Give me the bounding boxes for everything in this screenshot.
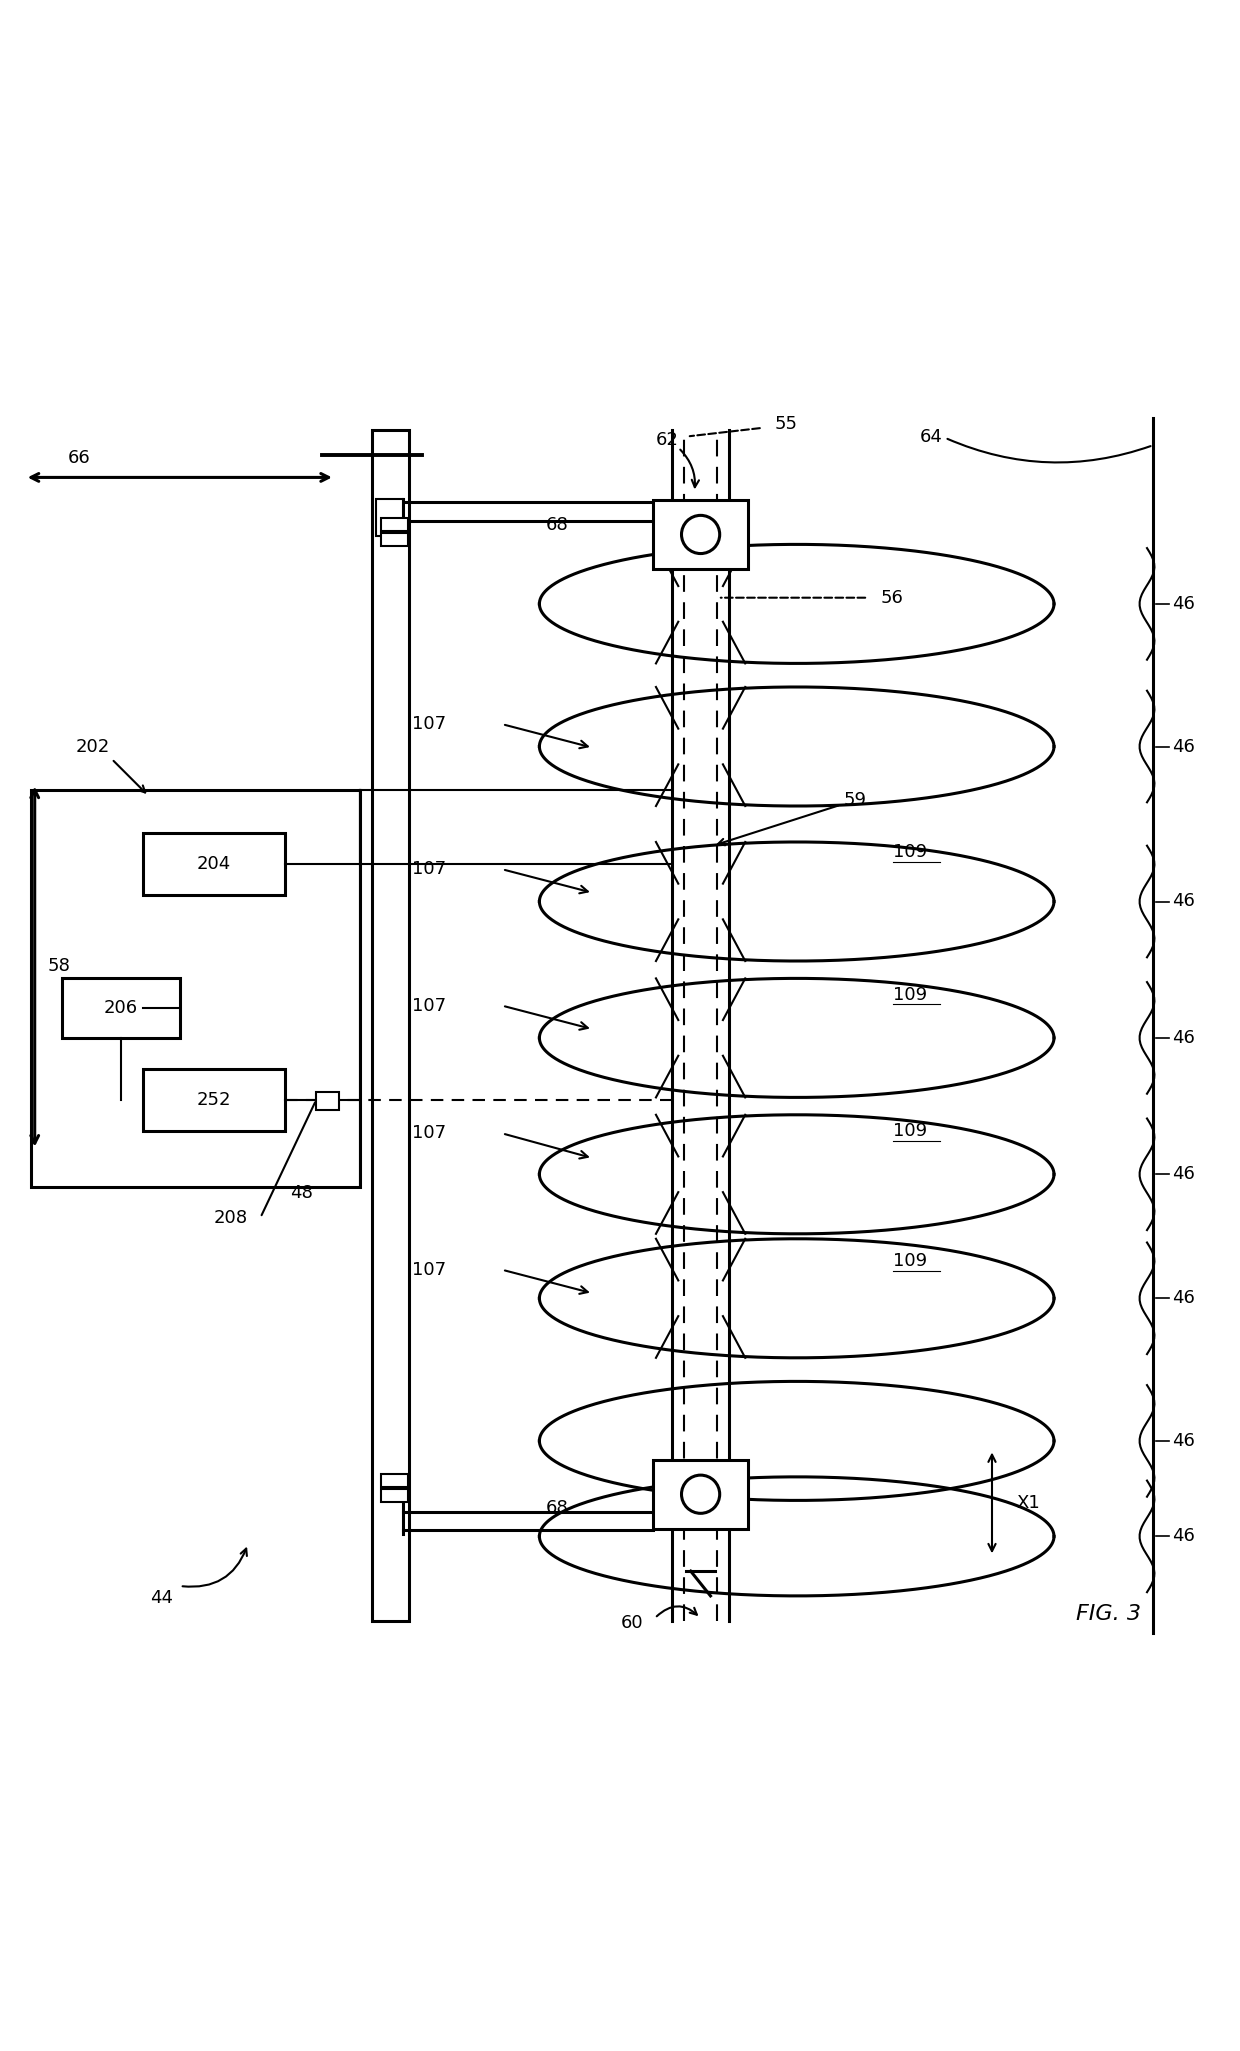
Text: 107: 107 <box>412 1261 446 1278</box>
Bar <box>381 519 408 531</box>
Text: 107: 107 <box>412 997 446 1015</box>
Bar <box>381 1489 408 1501</box>
Text: 68: 68 <box>546 1499 568 1518</box>
Text: 208: 208 <box>213 1208 248 1226</box>
Text: 109: 109 <box>893 843 928 861</box>
Text: 58: 58 <box>47 958 69 974</box>
Text: 107: 107 <box>412 1124 446 1142</box>
Bar <box>381 533 408 546</box>
Bar <box>372 431 409 1620</box>
Text: 60: 60 <box>621 1614 644 1633</box>
Text: 66: 66 <box>68 449 91 466</box>
Text: 48: 48 <box>290 1183 312 1202</box>
Text: 252: 252 <box>197 1091 231 1110</box>
Text: 64: 64 <box>920 427 942 445</box>
Bar <box>381 1475 408 1487</box>
Bar <box>143 833 285 896</box>
Bar <box>376 498 403 535</box>
Text: 46: 46 <box>1172 1030 1194 1046</box>
Text: 46: 46 <box>1172 1165 1194 1183</box>
Bar <box>653 1460 748 1528</box>
Text: 68: 68 <box>546 515 568 533</box>
Text: 206: 206 <box>104 999 138 1017</box>
Text: FIG. 3: FIG. 3 <box>1076 1604 1141 1624</box>
Text: 107: 107 <box>412 716 446 732</box>
Text: 46: 46 <box>1172 1528 1194 1544</box>
Text: 46: 46 <box>1172 595 1194 613</box>
Bar <box>62 978 180 1038</box>
Text: 44: 44 <box>150 1590 172 1608</box>
Bar <box>316 1093 339 1110</box>
Text: 109: 109 <box>893 984 928 1003</box>
Text: 55: 55 <box>775 414 799 433</box>
Text: 109: 109 <box>893 1122 928 1140</box>
Text: 46: 46 <box>1172 1432 1194 1450</box>
Text: 109: 109 <box>893 1251 928 1270</box>
Text: 46: 46 <box>1172 892 1194 911</box>
Text: 62: 62 <box>656 431 678 449</box>
Text: 107: 107 <box>412 859 446 878</box>
Text: 46: 46 <box>1172 738 1194 755</box>
Bar <box>143 1069 285 1130</box>
Text: 59: 59 <box>843 792 867 808</box>
Text: 202: 202 <box>76 738 110 755</box>
Text: X1: X1 <box>1017 1493 1040 1512</box>
Text: 46: 46 <box>1172 1290 1194 1306</box>
Text: 56: 56 <box>880 589 903 607</box>
Text: 204: 204 <box>197 855 231 874</box>
Bar <box>31 790 360 1188</box>
Bar <box>653 500 748 570</box>
